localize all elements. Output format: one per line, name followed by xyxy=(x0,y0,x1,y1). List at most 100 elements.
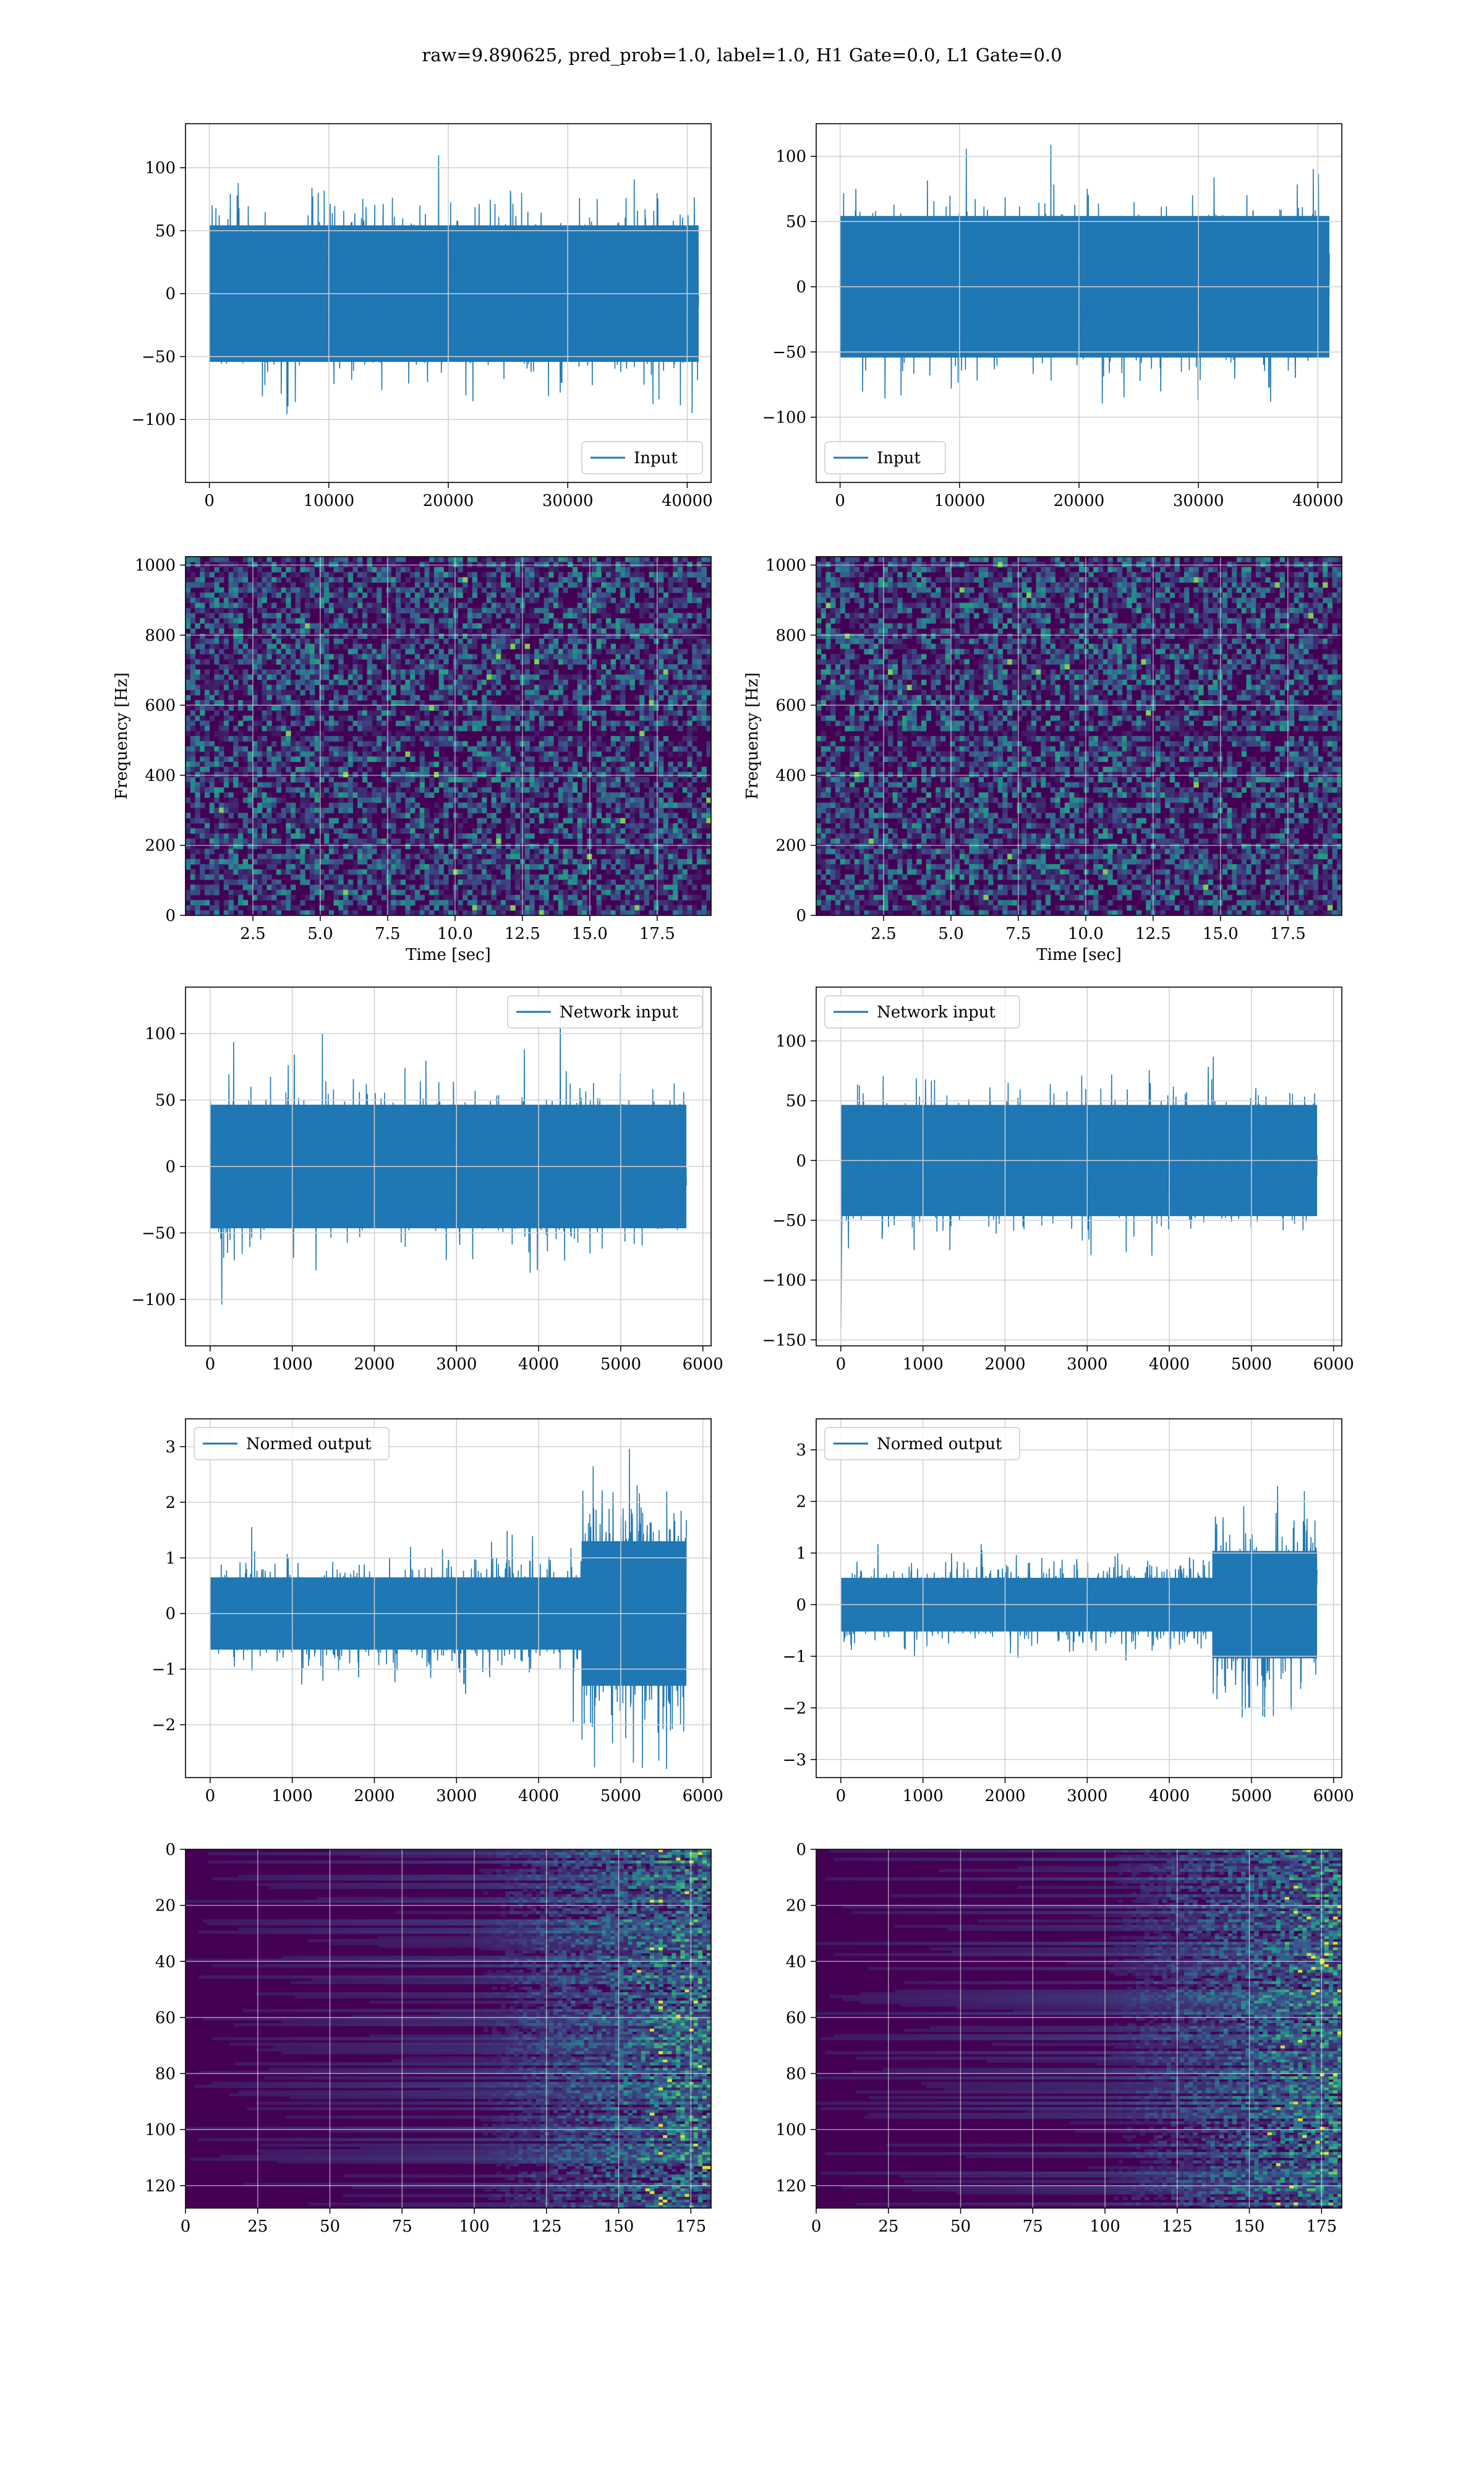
chart-network-input-l1: 0 1000 2000 3000 4000 5000 6000 −150 −100 −50 0 50 1… xyxy=(762,987,1354,1374)
x-tick-label: 0 xyxy=(181,2217,191,2236)
y-tick-label: −100 xyxy=(132,1291,176,1309)
y-tick-label: 1000 xyxy=(765,557,806,575)
x-tick-label: 25 xyxy=(878,2217,898,2236)
y-tick-label: 20 xyxy=(155,1897,176,1915)
y-tick-label: 100 xyxy=(775,2121,806,2139)
axes-frame xyxy=(185,1849,712,2209)
legend-label: Network input xyxy=(560,1003,678,1022)
x-tick-label: 2000 xyxy=(354,1355,394,1374)
x-tick-label: 4000 xyxy=(518,1787,559,1805)
x-tick-label: 1000 xyxy=(272,1355,313,1374)
axes-frame xyxy=(816,1418,1342,1778)
x-tick-label: 40000 xyxy=(662,492,713,510)
axes-frame xyxy=(816,556,1342,916)
y-tick-label: 60 xyxy=(155,2009,176,2027)
x-tick-label: 6000 xyxy=(1313,1787,1354,1805)
x-tick-label: 40000 xyxy=(1292,492,1344,510)
legend-label: Normed output xyxy=(246,1435,372,1453)
y-tick-label: 20 xyxy=(786,1897,806,1915)
y-tick-label: 0 xyxy=(165,1841,176,1859)
x-tick-label: 150 xyxy=(1234,2217,1265,2236)
x-tick-label: 0 xyxy=(835,492,845,510)
y-tick-label: 50 xyxy=(155,222,176,241)
x-tick-label: 1000 xyxy=(272,1787,313,1805)
chart-input-l1: 0 10000 20000 30000 40000 −100 −50 0 50 100 Input xyxy=(762,123,1344,510)
x-tick-label: 25 xyxy=(247,2217,268,2236)
legend-box xyxy=(824,441,946,474)
y-tick-label: 100 xyxy=(145,2121,176,2139)
x-tick-label: 10.0 xyxy=(1068,925,1104,943)
legend: Input xyxy=(824,441,946,474)
y-tick-label: 0 xyxy=(796,1152,806,1170)
legend: Network input xyxy=(507,995,703,1029)
x-tick-label: 50 xyxy=(320,2217,340,2236)
y-tick-label: −2 xyxy=(152,1716,176,1735)
axes-frame xyxy=(185,1418,712,1778)
y-tick-label: 1000 xyxy=(135,557,176,575)
heatmap-cells xyxy=(186,557,711,915)
x-tick-label: 2.5 xyxy=(871,925,896,943)
x-tick-label: 50 xyxy=(950,2217,971,2236)
x-tick-label: 10000 xyxy=(303,492,354,510)
x-tick-label: 4000 xyxy=(1149,1355,1190,1374)
y-tick-label: 0 xyxy=(796,907,806,925)
y-tick-label: 50 xyxy=(786,213,806,231)
y-tick-label: −1 xyxy=(152,1661,176,1679)
axes-frame xyxy=(185,556,712,916)
legend-box xyxy=(824,1427,1020,1460)
x-tick-label: 5000 xyxy=(600,1355,641,1374)
y-tick-label: 0 xyxy=(165,285,176,304)
x-tick-label: 30000 xyxy=(1173,492,1224,510)
chart-normed-output-l1: 0 1000 2000 3000 4000 5000 6000 −3 −2 −1 0 1 2 3 Norme… xyxy=(783,1418,1354,1805)
legend-box xyxy=(194,1427,390,1460)
y-tick-label: 80 xyxy=(786,2065,806,2084)
y-tick-label: 120 xyxy=(775,2177,806,2196)
x-axis-label: Time [sec] xyxy=(1036,946,1122,964)
y-tick-label: −2 xyxy=(783,1699,806,1718)
y-tick-label: 400 xyxy=(775,766,806,785)
y-tick-label: 2 xyxy=(165,1494,176,1512)
x-tick-label: 2.5 xyxy=(240,925,265,943)
y-tick-label: 0 xyxy=(796,1596,806,1614)
x-tick-label: 100 xyxy=(1090,2217,1120,2236)
chart-spectrogram-l1: 2.5 5.0 7.5 10.0 12.5 15.0 17.5 0 200 400 600 800 10… xyxy=(743,556,1342,964)
y-tick-label: 50 xyxy=(786,1092,806,1111)
y-tick-label: −100 xyxy=(762,1272,806,1290)
figure-title: raw=9.890625, pred_prob=1.0, label=1.0, … xyxy=(0,45,1484,66)
chart-feature-map-h1: 0 25 50 75 100 125 150 175 0 20 40 60 80 100 120 xyxy=(145,1841,712,2236)
y-tick-label: 3 xyxy=(165,1438,176,1457)
legend: Normed output xyxy=(194,1427,390,1460)
x-tick-label: 7.5 xyxy=(1005,925,1031,943)
y-tick-label: 100 xyxy=(775,1032,806,1051)
x-tick-label: 75 xyxy=(1023,2217,1043,2236)
y-tick-label: 100 xyxy=(775,148,806,166)
x-tick-label: 175 xyxy=(675,2217,706,2236)
x-tick-label: 6000 xyxy=(683,1787,723,1805)
legend-label: Normed output xyxy=(877,1435,1002,1453)
axes-frame xyxy=(816,1849,1342,2209)
x-tick-label: 75 xyxy=(392,2217,412,2236)
x-tick-label: 15.0 xyxy=(1203,925,1239,943)
series-line-input-l1 xyxy=(839,145,1330,404)
x-tick-label: 5.0 xyxy=(307,925,333,943)
x-tick-label: 0 xyxy=(205,1355,216,1374)
y-tick-label: −50 xyxy=(772,343,806,362)
y-tick-label: 3 xyxy=(796,1441,806,1460)
y-tick-label: 200 xyxy=(775,837,806,855)
legend-label: Input xyxy=(877,449,921,468)
y-tick-label: 800 xyxy=(775,627,806,645)
y-tick-label: 100 xyxy=(145,1025,176,1043)
x-tick-label: 5000 xyxy=(600,1787,641,1805)
chart-spectrogram-h1: 2.5 5.0 7.5 10.0 12.5 15.0 17.5 0 200 400 600 800 10… xyxy=(113,556,712,964)
x-tick-label: 125 xyxy=(1162,2217,1193,2236)
series-line-network-input-h1 xyxy=(209,1001,687,1305)
heatmap-cells xyxy=(816,1849,1342,2208)
legend: Normed output xyxy=(824,1427,1020,1460)
x-tick-label: 12.5 xyxy=(1135,925,1171,943)
x-tick-label: 12.5 xyxy=(505,925,540,943)
y-tick-label: 0 xyxy=(165,1605,176,1624)
y-tick-label: 100 xyxy=(145,159,176,178)
y-tick-label: 2 xyxy=(796,1493,806,1512)
legend-label: Input xyxy=(634,449,678,468)
